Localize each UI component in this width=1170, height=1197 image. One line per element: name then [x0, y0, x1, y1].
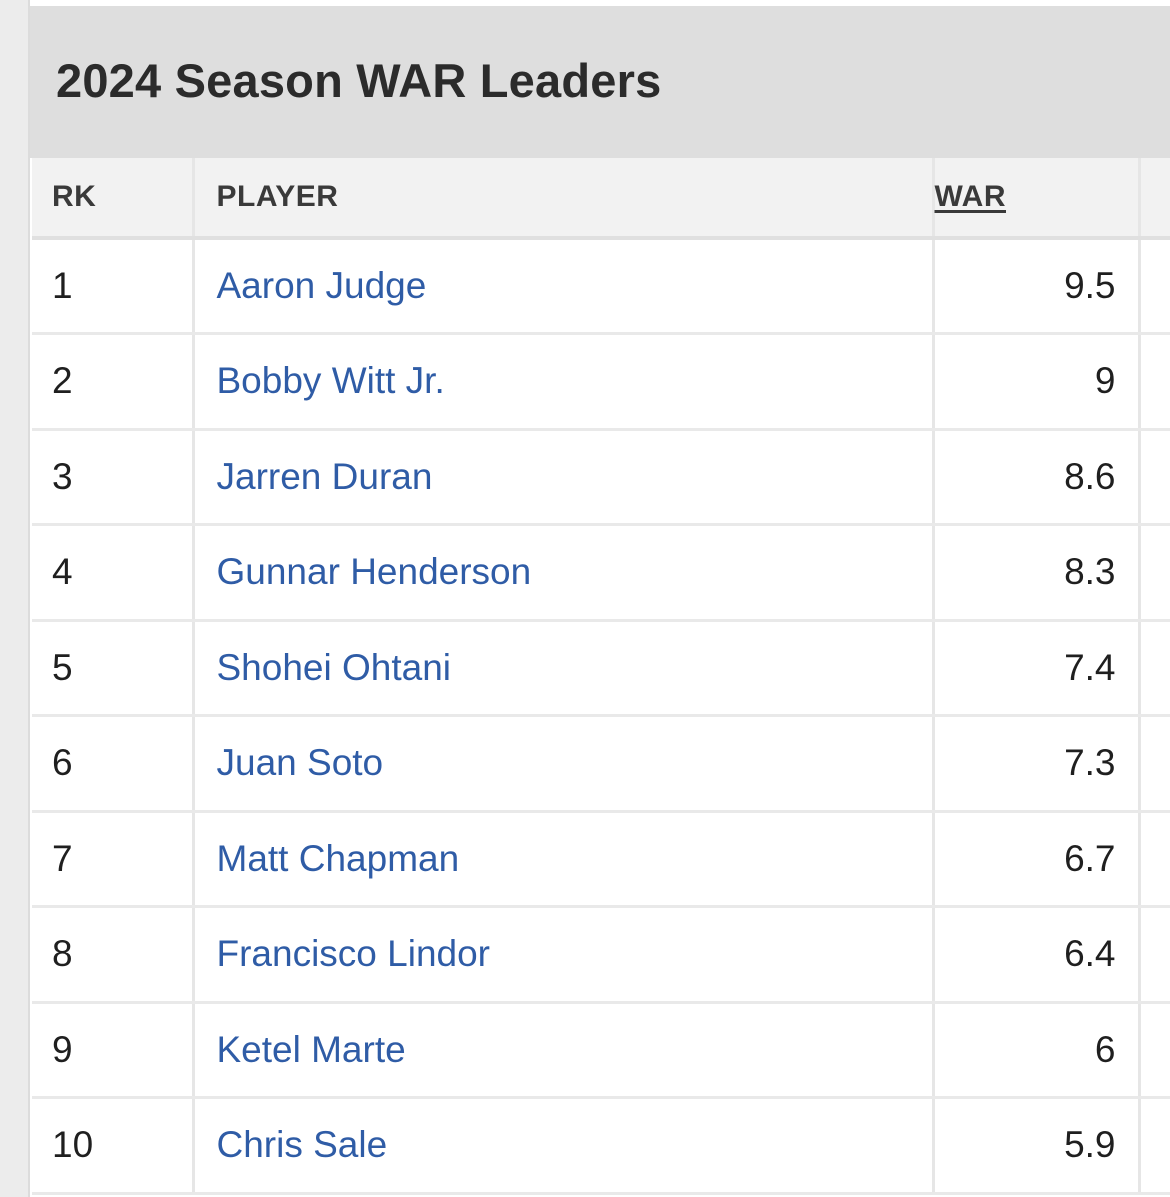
table-row: 7 Matt Chapman 6.7 — [32, 811, 1170, 908]
overflow-cell — [1139, 333, 1170, 431]
war-value-cell: 7.4 — [933, 620, 1141, 717]
rank-cell: 8 — [32, 906, 193, 1004]
war-value-cell: 7.3 — [933, 715, 1141, 813]
war-value-cell: 6.7 — [933, 811, 1141, 908]
column-header-overflow — [1139, 158, 1170, 240]
card-header: 2024 Season WAR Leaders — [30, 0, 1170, 158]
player-link[interactable]: Gunnar Henderson — [216, 551, 532, 593]
table-row: 10 Chris Sale 5.9 — [32, 1097, 1170, 1195]
table-row: 3 Jarren Duran 8.6 — [32, 429, 1170, 526]
player-cell: Ketel Marte — [191, 1002, 935, 1099]
player-link[interactable]: Matt Chapman — [216, 837, 460, 879]
war-value-cell: 6.4 — [933, 906, 1141, 1004]
player-cell: Matt Chapman — [191, 811, 935, 908]
player-cell: Bobby Witt Jr. — [191, 333, 935, 431]
overflow-cell — [1139, 906, 1170, 1004]
overflow-cell — [1139, 811, 1170, 908]
war-value-cell: 6 — [933, 1002, 1141, 1099]
war-value-cell: 8.6 — [933, 429, 1141, 526]
overflow-cell — [1139, 238, 1170, 335]
rank-cell: 1 — [32, 238, 193, 335]
table-row: 2 Bobby Witt Jr. 9 — [32, 333, 1170, 431]
player-cell: Aaron Judge — [191, 238, 935, 335]
column-header-player: PLAYER — [191, 158, 935, 240]
table-row: 5 Shohei Ohtani 7.4 — [32, 620, 1170, 717]
player-link[interactable]: Juan Soto — [216, 742, 384, 784]
player-cell: Shohei Ohtani — [191, 620, 935, 717]
rank-cell: 4 — [32, 524, 193, 622]
overflow-cell — [1139, 524, 1170, 622]
overflow-cell — [1139, 1002, 1170, 1099]
table-row: 6 Juan Soto 7.3 — [32, 715, 1170, 813]
rank-cell: 5 — [32, 620, 193, 717]
war-value-cell: 9.5 — [933, 238, 1141, 335]
war-value-cell: 9 — [933, 333, 1141, 431]
war-value-cell: 8.3 — [933, 524, 1141, 622]
overflow-cell — [1139, 715, 1170, 813]
player-link[interactable]: Aaron Judge — [216, 265, 427, 306]
player-cell: Jarren Duran — [191, 429, 935, 526]
rank-cell: 3 — [32, 429, 193, 526]
column-header-war[interactable]: WAR — [933, 158, 1141, 240]
player-link[interactable]: Ketel Marte — [216, 1028, 406, 1070]
war-leaders-table: RK PLAYER WAR 1 Aaron Judge 9.5 2 Bobby Witt… — [32, 158, 1170, 1195]
table-row: 1 Aaron Judge 9.5 — [32, 238, 1170, 335]
player-link[interactable]: Francisco Lindor — [216, 933, 491, 975]
table-row: 9 Ketel Marte 6 — [32, 1002, 1170, 1099]
overflow-cell — [1139, 429, 1170, 526]
rank-cell: 9 — [32, 1002, 193, 1099]
player-link[interactable]: Shohei Ohtani — [216, 646, 452, 688]
card-title: 2024 Season WAR Leaders — [56, 54, 662, 107]
table-row: 4 Gunnar Henderson 8.3 — [32, 524, 1170, 622]
overflow-cell — [1139, 620, 1170, 717]
table-header-row: RK PLAYER WAR — [32, 158, 1170, 240]
player-link[interactable]: Bobby Witt Jr. — [216, 360, 445, 402]
rank-cell: 10 — [32, 1097, 193, 1195]
war-sort-link[interactable]: WAR — [934, 180, 1006, 213]
table-row: 8 Francisco Lindor 6.4 — [32, 906, 1170, 1004]
rank-cell: 2 — [32, 333, 193, 431]
overflow-cell — [1139, 1097, 1170, 1195]
war-value-cell: 5.9 — [933, 1097, 1141, 1195]
player-cell: Juan Soto — [191, 715, 935, 813]
rank-cell: 7 — [32, 811, 193, 908]
player-cell: Gunnar Henderson — [191, 524, 935, 622]
left-gutter — [0, 0, 30, 1197]
rank-cell: 6 — [32, 715, 193, 813]
player-cell: Francisco Lindor — [191, 906, 935, 1004]
player-link[interactable]: Jarren Duran — [216, 455, 433, 497]
player-cell: Chris Sale — [191, 1097, 935, 1195]
column-header-rank: RK — [32, 158, 193, 240]
player-link[interactable]: Chris Sale — [216, 1124, 388, 1166]
